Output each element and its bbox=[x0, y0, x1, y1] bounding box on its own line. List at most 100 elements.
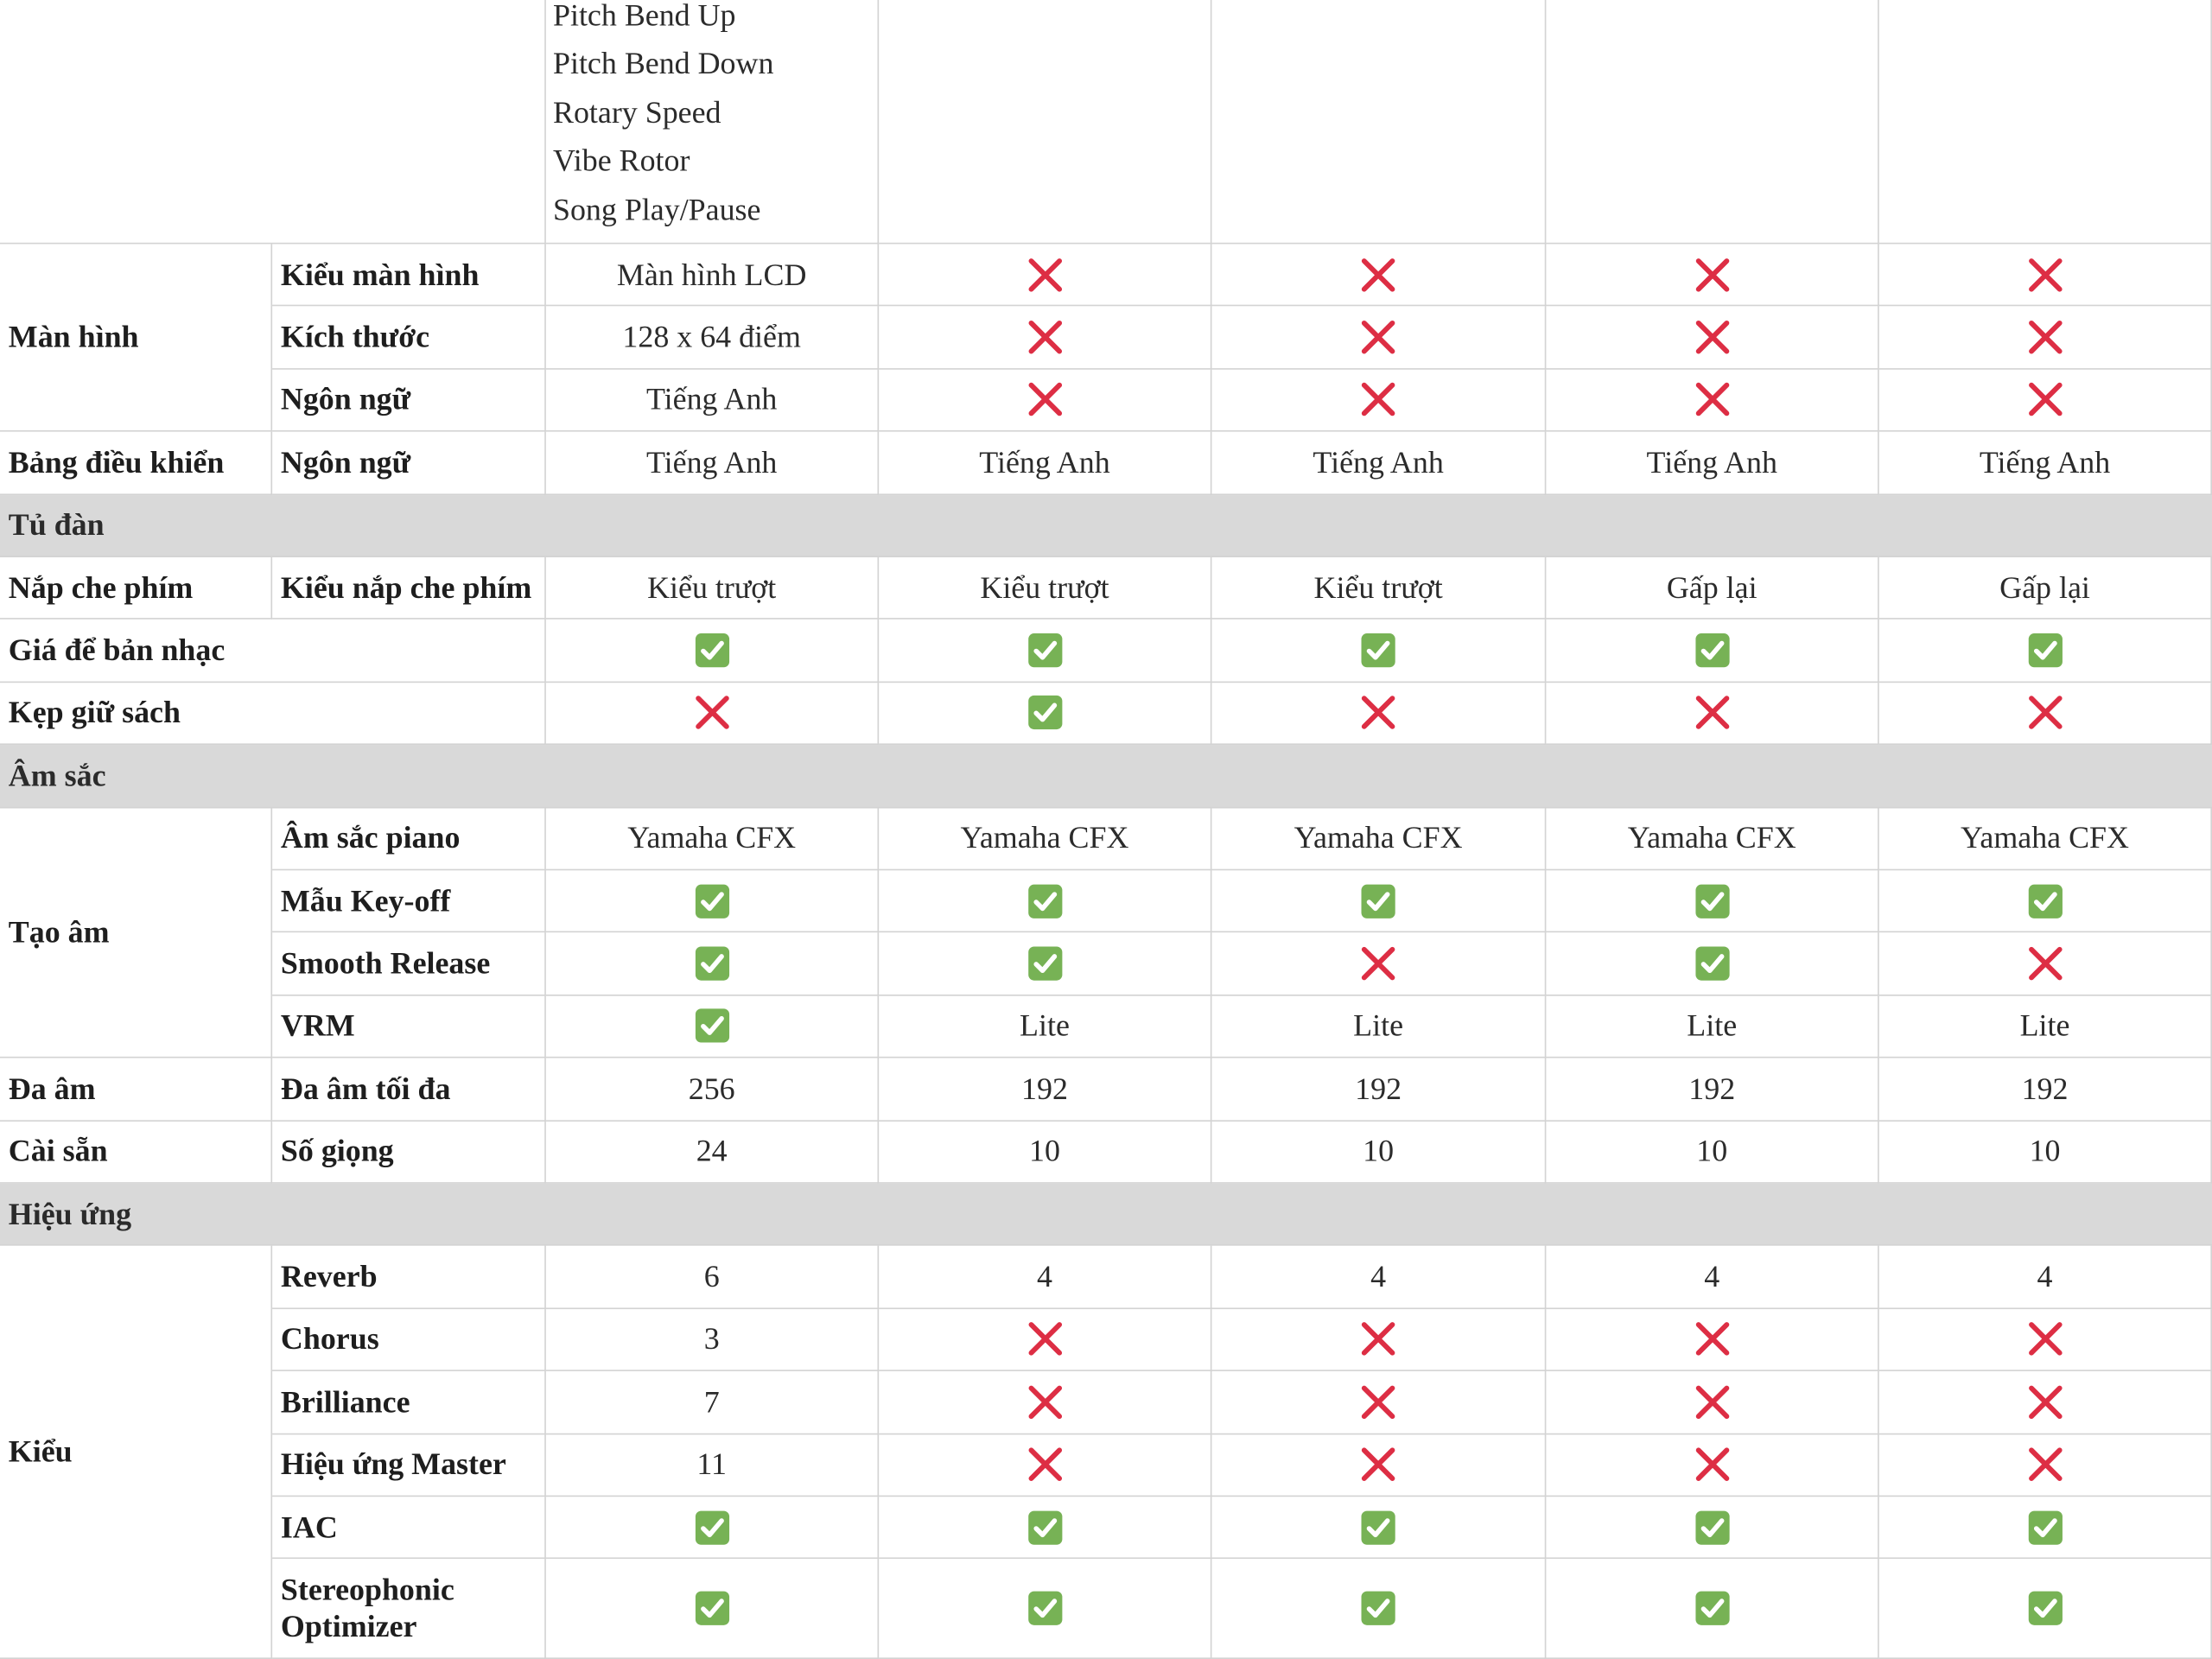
value-cell: ✅ bbox=[879, 870, 1212, 933]
cross-icon: ❌ bbox=[1694, 257, 1730, 293]
icon-text: ❌ bbox=[1360, 1383, 1396, 1420]
empty-cell bbox=[879, 0, 1212, 245]
value-text: Tiếng Anh bbox=[1313, 444, 1444, 480]
check-icon: ✅ bbox=[1360, 1509, 1396, 1545]
value-cell: 10 bbox=[1211, 1121, 1547, 1184]
value-cell: ✅ bbox=[1878, 1497, 2212, 1560]
icon-text: ❌ bbox=[1694, 1383, 1730, 1420]
value-text: 128 x 64 điểm bbox=[622, 319, 801, 354]
value-cell: 4 bbox=[1546, 1246, 1879, 1309]
check-icon: ✅ bbox=[1027, 632, 1063, 669]
icon-text: ❌ bbox=[1360, 1446, 1396, 1483]
group-label: Nắp che phím bbox=[0, 556, 273, 620]
value-cell: 128 x 64 điểm bbox=[545, 306, 880, 370]
row-label: Smooth Release bbox=[272, 932, 546, 996]
list-item: Rotary Speed bbox=[553, 94, 721, 130]
cross-icon: ❌ bbox=[2026, 1321, 2063, 1357]
value-cell: Màn hình LCD bbox=[545, 244, 880, 307]
icon-graphic bbox=[1027, 1591, 1062, 1626]
value-cell: ❌ bbox=[879, 306, 1212, 370]
value-cell: ❌ bbox=[1878, 306, 2212, 370]
icon-text: ✅ bbox=[1027, 1590, 1063, 1626]
icon-graphic bbox=[1027, 633, 1062, 668]
check-icon: ✅ bbox=[1027, 1590, 1063, 1626]
icon-text: ✅ bbox=[1027, 695, 1063, 731]
icon-text: ❌ bbox=[2026, 257, 2063, 293]
row-label: Số giọng bbox=[272, 1121, 546, 1184]
check-icon: ✅ bbox=[2026, 1590, 2063, 1626]
value-cell: ✅ bbox=[1546, 932, 1879, 996]
value-cell: 6 bbox=[545, 1246, 880, 1309]
row-label: Hiệu ứng Master bbox=[272, 1433, 546, 1497]
row-label-text: Brilliance bbox=[280, 1383, 410, 1420]
row-label-text: Kích thước bbox=[280, 319, 430, 354]
value-cell: 11 bbox=[545, 1433, 880, 1497]
group-label-text: Kẹp giữ sách bbox=[8, 695, 181, 730]
check-icon: ✅ bbox=[693, 883, 729, 919]
group-label-text: Kiểu bbox=[8, 1433, 73, 1469]
value-cell: Lite bbox=[1878, 995, 2212, 1058]
value-text: 192 bbox=[1021, 1070, 1068, 1106]
icon-text: ❌ bbox=[2026, 382, 2063, 418]
value-text: 4 bbox=[1370, 1258, 1387, 1294]
cross-icon: ❌ bbox=[2026, 695, 2063, 731]
icon-graphic bbox=[1361, 1591, 1395, 1626]
value-cell: ✅ bbox=[545, 870, 880, 933]
value-cell: ✅ bbox=[1211, 1559, 1547, 1659]
group-label: Màn hình bbox=[0, 244, 273, 432]
value-cell: Tiếng Anh bbox=[1878, 431, 2212, 495]
section-header: Hiệu ứng bbox=[0, 1183, 2212, 1247]
icon-graphic bbox=[1361, 1447, 1395, 1482]
cross-icon: ❌ bbox=[1694, 1321, 1730, 1357]
value-text: 10 bbox=[1696, 1133, 1728, 1169]
value-cell: Yamaha CFX bbox=[545, 807, 880, 871]
value-cell: Tiếng Anh bbox=[1546, 431, 1879, 495]
check-icon: ✅ bbox=[1027, 883, 1063, 919]
icon-text: ❌ bbox=[1694, 695, 1730, 731]
row-label-text: Smooth Release bbox=[280, 945, 491, 981]
icon-text: ❌ bbox=[1694, 319, 1730, 355]
check-icon: ✅ bbox=[693, 632, 729, 669]
cross-icon: ❌ bbox=[1360, 382, 1396, 418]
row-label: Ngôn ngữ bbox=[272, 431, 546, 495]
value-text: Tiếng Anh bbox=[1979, 444, 2111, 480]
value-cell: ✅ bbox=[545, 1559, 880, 1659]
group-label-text: Màn hình bbox=[8, 319, 139, 354]
value-cell: ✅ bbox=[879, 620, 1212, 683]
section-title: Tủ đàn bbox=[8, 506, 105, 543]
value-cell: ❌ bbox=[1211, 1308, 1547, 1372]
value-cell: Tiếng Anh bbox=[879, 431, 1212, 495]
cross-icon: ❌ bbox=[1694, 695, 1730, 731]
row-label: Mẫu Key-off bbox=[272, 870, 546, 933]
icon-graphic bbox=[2027, 633, 2063, 668]
icon-text: ✅ bbox=[1694, 1509, 1730, 1545]
cross-icon: ❌ bbox=[1360, 945, 1396, 982]
cross-icon: ❌ bbox=[1694, 319, 1730, 355]
value-cell: Gấp lại bbox=[1878, 556, 2212, 620]
group-label bbox=[0, 0, 546, 245]
icon-graphic bbox=[1027, 321, 1062, 354]
icon-graphic bbox=[1361, 884, 1395, 918]
icon-text: ❌ bbox=[1027, 1383, 1063, 1420]
cross-icon: ❌ bbox=[2026, 1383, 2063, 1420]
empty-cell bbox=[1546, 0, 1879, 245]
row-label-text: Ngôn ngữ bbox=[280, 444, 411, 480]
icon-graphic bbox=[2028, 1447, 2062, 1482]
value-cell: ❌ bbox=[879, 1308, 1212, 1372]
group-label-text: Nắp che phím bbox=[8, 569, 194, 605]
icon-graphic bbox=[1027, 1385, 1062, 1419]
cross-icon: ❌ bbox=[693, 695, 729, 731]
icon-text: ❌ bbox=[1360, 695, 1396, 731]
icon-graphic bbox=[695, 1510, 729, 1545]
value-cell: 24 bbox=[545, 1121, 880, 1184]
value-cell: Lite bbox=[879, 995, 1212, 1058]
value-text: Yamaha CFX bbox=[1961, 820, 2129, 855]
icon-text: ❌ bbox=[2026, 1446, 2063, 1483]
row-label: Âm sắc piano bbox=[272, 807, 546, 871]
value-cell: Lite bbox=[1546, 995, 1879, 1058]
value-cell: 192 bbox=[1878, 1058, 2212, 1122]
cross-icon: ❌ bbox=[1694, 1383, 1730, 1420]
value-cell: ✅ bbox=[1546, 1497, 1879, 1560]
value-cell: Kiểu trượt bbox=[545, 556, 880, 620]
value-text: 4 bbox=[1037, 1258, 1052, 1294]
